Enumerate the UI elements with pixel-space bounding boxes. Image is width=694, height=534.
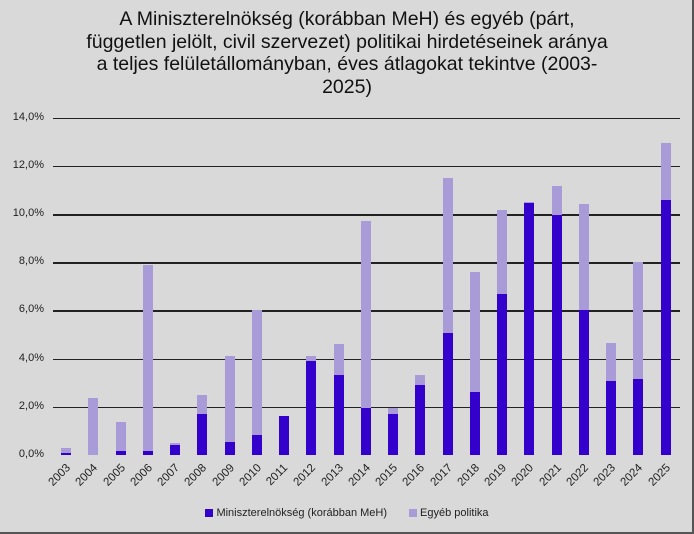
bar-egyeb-politika xyxy=(388,408,398,415)
y-tick-label: 14,0% xyxy=(12,110,44,123)
bar-miniszterelnokseg xyxy=(442,333,453,455)
x-tick-label: 2012 xyxy=(291,462,319,489)
legend-swatch-icon xyxy=(205,509,214,517)
bar-miniszterelnokseg xyxy=(61,452,71,455)
x-tick-label: 2009 xyxy=(209,462,237,489)
bar-egyeb-politika xyxy=(606,342,616,382)
bar-egyeb-politika xyxy=(360,221,371,408)
x-tick-label: 2016 xyxy=(400,462,428,489)
title-line: A Miniszterelnökség (korábban MeH) és eg… xyxy=(119,8,575,30)
y-tick-label: 6,0% xyxy=(18,303,44,316)
x-tick-label: 2004 xyxy=(73,462,101,489)
bar-egyeb-politika xyxy=(142,264,153,452)
bar-egyeb-politika xyxy=(442,177,453,334)
x-tick-label: 2020 xyxy=(509,462,537,489)
bar-miniszterelnokseg xyxy=(551,215,562,455)
title-line: 2025) xyxy=(322,75,372,98)
x-tick-label: 2015 xyxy=(373,462,401,489)
bar-egyeb-politika xyxy=(333,344,344,376)
gridline xyxy=(53,214,680,216)
bar-miniszterelnokseg xyxy=(142,451,153,455)
bar-miniszterelnokseg xyxy=(306,361,317,455)
bar-miniszterelnokseg xyxy=(524,203,535,455)
y-tick-label: 2,0% xyxy=(18,399,44,412)
gridline xyxy=(53,165,680,168)
x-tick-label: 2022 xyxy=(564,462,591,489)
x-tick-label: 2023 xyxy=(591,462,619,489)
bar-egyeb-politika xyxy=(578,204,589,311)
bar-egyeb-politika xyxy=(551,186,562,216)
bar-miniszterelnokseg xyxy=(115,451,126,455)
legend-label: Miniszterelnökség (korábban MeH) xyxy=(216,507,388,519)
y-tick-label: 0,0% xyxy=(18,448,44,460)
bar-miniszterelnokseg xyxy=(415,385,426,455)
y-tick-label: 4,0% xyxy=(18,351,44,364)
bar-egyeb-politika xyxy=(251,310,262,435)
bar-miniszterelnokseg xyxy=(388,414,398,455)
y-tick-label: 8,0% xyxy=(18,255,44,268)
y-tick-label: 10,0% xyxy=(12,207,44,219)
bar-miniszterelnokseg xyxy=(251,434,262,455)
x-tick-label: 2014 xyxy=(346,462,373,489)
bar-egyeb-politika xyxy=(224,356,235,442)
bar-egyeb-politika xyxy=(524,201,535,204)
bar-miniszterelnokseg xyxy=(578,310,589,455)
bar-miniszterelnokseg xyxy=(333,375,344,455)
x-tick-label: 2024 xyxy=(618,462,646,489)
bar-egyeb-politika xyxy=(61,447,71,453)
x-tick-label: 2019 xyxy=(482,462,510,489)
x-tick-label: 2010 xyxy=(237,462,264,489)
chart-title: A Miniszterelnökség (korábban MeH) és eg… xyxy=(40,8,654,98)
x-tick-label: 2011 xyxy=(264,462,291,488)
legend-swatch-icon xyxy=(409,509,418,517)
x-tick-label: 2008 xyxy=(182,462,210,489)
bar-miniszterelnokseg xyxy=(224,441,235,455)
title-line: független jelölt, civil szervezet) polit… xyxy=(86,30,608,53)
bar-miniszterelnokseg xyxy=(279,416,289,455)
bar-egyeb-politika xyxy=(415,375,426,386)
x-tick-label: 2025 xyxy=(645,462,673,489)
bar-egyeb-politika xyxy=(88,398,99,455)
bar-miniszterelnokseg xyxy=(660,199,671,455)
x-tick-label: 2007 xyxy=(155,462,183,489)
bar-miniszterelnokseg xyxy=(170,445,180,455)
bar-egyeb-politika xyxy=(660,142,671,200)
bar-egyeb-politika xyxy=(633,262,644,380)
bar-miniszterelnokseg xyxy=(497,293,507,455)
x-tick-label: 2013 xyxy=(318,462,346,489)
x-tick-label: 2018 xyxy=(455,462,482,489)
bar-miniszterelnokseg xyxy=(197,414,208,455)
legend: Miniszterelnökség (korábban MeH) Egyéb po… xyxy=(0,507,694,519)
bar-miniszterelnokseg xyxy=(606,381,616,455)
bar-miniszterelnokseg xyxy=(360,408,371,455)
gridline xyxy=(53,117,680,120)
bar-miniszterelnokseg xyxy=(469,392,480,455)
bar-miniszterelnokseg xyxy=(633,379,644,455)
legend-item: Miniszterelnökség (korábban MeH) xyxy=(205,507,387,519)
y-tick-label: 12,0% xyxy=(12,158,44,171)
bar-egyeb-politika xyxy=(197,394,208,415)
title-line: a teljes felületállományban, éves átlago… xyxy=(96,53,598,75)
bar-egyeb-politika xyxy=(170,442,180,446)
x-tick-label: 2003 xyxy=(46,462,74,489)
legend-item: Egyéb politika xyxy=(409,507,489,519)
bar-egyeb-politika xyxy=(306,356,317,361)
bar-egyeb-politika xyxy=(469,271,480,393)
bar-egyeb-politika xyxy=(497,210,507,294)
x-tick-label: 2021 xyxy=(536,462,564,489)
x-tick-label: 2005 xyxy=(100,462,128,489)
x-tick-label: 2017 xyxy=(427,462,455,489)
legend-label: Egyéb politika xyxy=(420,507,489,519)
x-tick-label: 2006 xyxy=(128,462,155,489)
bar-egyeb-politika xyxy=(115,422,126,452)
